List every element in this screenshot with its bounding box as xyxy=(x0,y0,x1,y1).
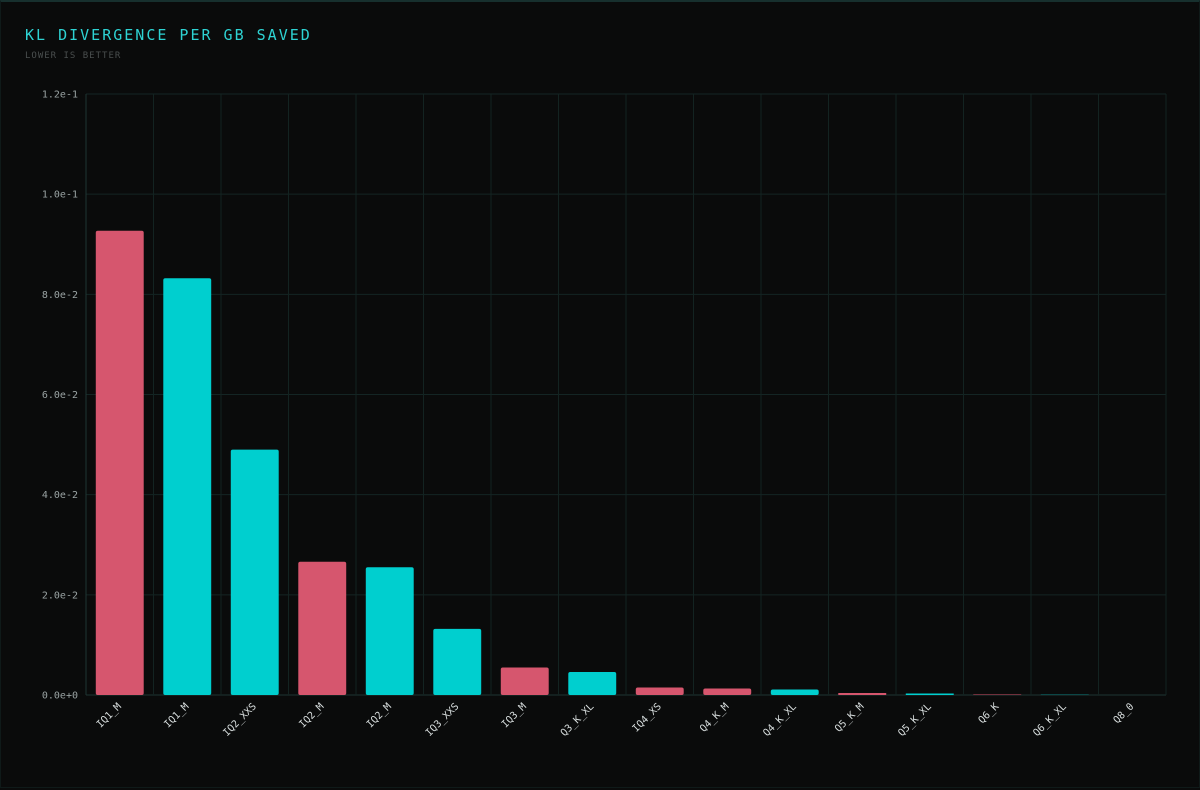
x-tick-label: Q4_K_XL xyxy=(761,701,799,739)
bar-q4-k-m[interactable] xyxy=(703,688,751,695)
x-tick-label: IQ3_XXS xyxy=(424,701,462,739)
x-tick-label: IQ2_M xyxy=(365,701,394,730)
x-tick-label: Q8_0 xyxy=(1112,701,1137,726)
y-tick-label: 4.0e-2 xyxy=(42,490,78,501)
x-tick-label: IQ4_XS xyxy=(631,701,664,734)
y-tick-label: 1.0e-1 xyxy=(42,190,78,201)
bar-iq1-m[interactable] xyxy=(163,278,211,695)
y-tick-label: 6.0e-2 xyxy=(42,390,78,401)
x-tick-label: Q3_K_XL xyxy=(559,701,597,739)
x-tick-label: IQ2_M xyxy=(297,701,326,730)
x-tick-label: IQ3_M xyxy=(500,701,529,730)
bar-q4-k-xl[interactable] xyxy=(771,689,819,695)
y-tick-label: 1.2e-1 xyxy=(42,90,78,101)
y-tick-label: 2.0e-2 xyxy=(42,590,78,601)
bar-q6-k[interactable] xyxy=(973,694,1021,695)
bar-q5-k-xl[interactable] xyxy=(906,693,954,695)
bar-iq2-m[interactable] xyxy=(298,562,346,695)
bar-iq2-m[interactable] xyxy=(366,567,414,695)
bars xyxy=(96,231,1089,695)
bar-iq2-xxs[interactable] xyxy=(231,450,279,695)
x-tick-label: Q5_K_XL xyxy=(896,701,934,739)
bar-iq3-m[interactable] xyxy=(501,667,549,695)
bar-iq1-m[interactable] xyxy=(96,231,144,695)
x-tick-label: Q6_K_XL xyxy=(1031,701,1069,739)
x-tick-label: IQ2_XXS xyxy=(221,701,259,739)
bar-q3-k-xl[interactable] xyxy=(568,672,616,695)
bar-iq3-xxs[interactable] xyxy=(433,629,481,695)
x-tick-label: IQ1_M xyxy=(95,701,124,730)
bar-q5-k-m[interactable] xyxy=(838,693,886,695)
x-tick-label: Q4_K_M xyxy=(698,701,731,734)
x-tick-label: IQ1_M xyxy=(162,701,191,730)
x-axis-ticks: IQ1_M IQ1_M IQ2_XXS IQ2_M IQ2_M IQ3_XXS IQ3_M Q… xyxy=(95,701,1137,739)
x-tick-label: Q6_K xyxy=(977,701,1002,726)
y-axis-ticks: 0.0e+0 2.0e-2 4.0e-2 6.0e-2 8.0e-2 1.0e-1 1.2e… xyxy=(42,90,78,702)
bar-iq4-xs[interactable] xyxy=(636,687,684,695)
y-tick-label: 0.0e+0 xyxy=(42,691,78,702)
x-tick-label: Q5_K_M xyxy=(833,701,866,734)
y-tick-label: 8.0e-2 xyxy=(42,290,78,301)
